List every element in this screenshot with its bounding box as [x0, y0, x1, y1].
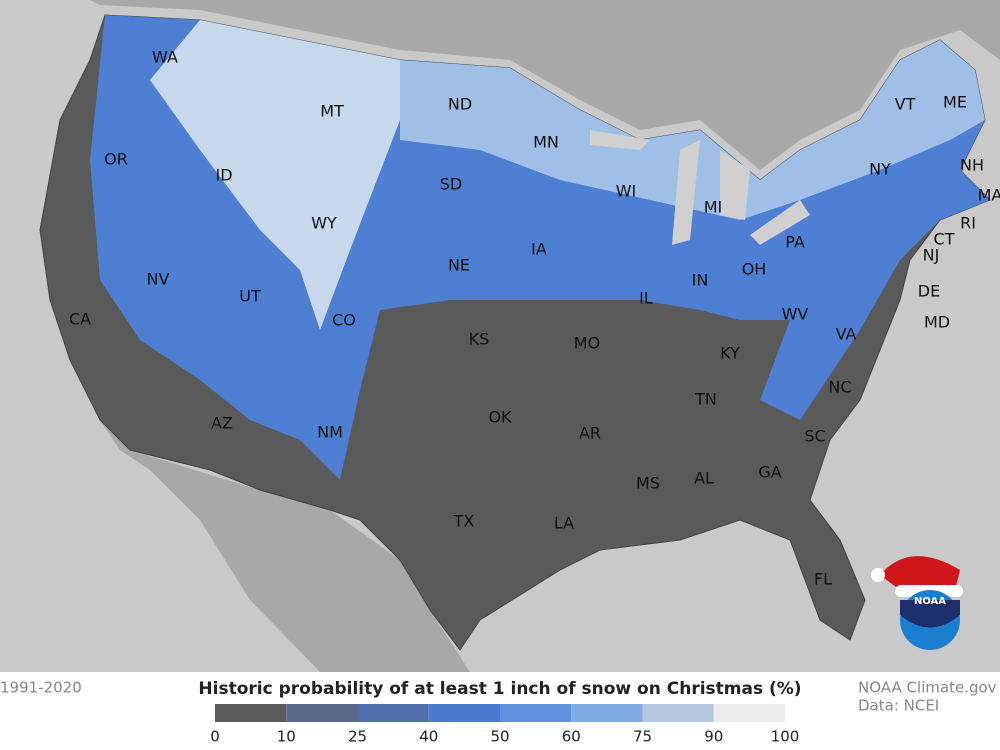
state-label: WV — [782, 305, 809, 324]
state-label: NE — [448, 256, 470, 275]
state-label: NV — [147, 270, 170, 289]
state-label: ID — [215, 166, 232, 185]
mexico — [100, 420, 470, 672]
state-label: MN — [533, 133, 559, 152]
snow-mountains — [150, 20, 400, 330]
state-label: VT — [895, 95, 916, 114]
state-label: SD — [440, 175, 462, 194]
state-labels: WA OR CA ID NV MT WY UT AZ CO NM ND SD NE KS OK TX MN IA MO… — [69, 48, 1000, 589]
state-label: NC — [828, 378, 851, 397]
state-label: IL — [639, 289, 653, 308]
state-label: WY — [311, 214, 337, 233]
legend-swatch — [713, 704, 785, 722]
state-label: CT — [934, 230, 955, 249]
state-label: ME — [943, 93, 967, 112]
state-label: NM — [317, 423, 343, 442]
credit-source: NOAA Climate.gov — [858, 679, 997, 697]
santa-hat — [880, 556, 960, 590]
state-label: CO — [332, 311, 356, 330]
state-label: LA — [554, 514, 574, 533]
state-label: TX — [453, 512, 475, 531]
state-label: NY — [869, 160, 891, 179]
credit-data: Data: NCEI — [858, 697, 939, 715]
legend-swatch — [500, 704, 572, 722]
legend-tick-label: 10 — [277, 728, 296, 746]
legend: 0 10 25 40 50 60 75 90 100 — [210, 704, 799, 746]
legend-swatch — [286, 704, 358, 722]
hat-pompom — [871, 568, 885, 582]
logo-top — [900, 600, 960, 628]
state-label: PA — [785, 233, 805, 252]
legend-tick-label: 25 — [348, 728, 367, 746]
state-label: AR — [579, 424, 601, 443]
state-label: AL — [694, 469, 714, 488]
state-label: WI — [616, 182, 637, 201]
legend-swatch — [357, 704, 429, 722]
state-label: OH — [742, 260, 767, 279]
state-label: MO — [574, 334, 600, 353]
canada — [90, 0, 1000, 170]
legend-tick-label: 100 — [771, 728, 800, 746]
legend-tick-label: 40 — [419, 728, 438, 746]
state-label: NJ — [923, 246, 940, 265]
state-label: UT — [239, 287, 261, 306]
state-label: RI — [960, 214, 976, 233]
legend-title: Historic probability of at least 1 inch … — [198, 679, 801, 699]
state-label: MA — [978, 186, 1000, 205]
state-label: WA — [152, 48, 178, 67]
legend-swatch — [642, 704, 714, 722]
state-label: MS — [636, 474, 660, 493]
state-label: IN — [692, 271, 709, 290]
state-label: KY — [720, 344, 740, 363]
legend-tick-label: 75 — [633, 728, 652, 746]
logo-text: NOAA — [914, 596, 946, 607]
state-label: AZ — [211, 414, 233, 433]
state-label: KS — [469, 330, 490, 349]
legend-swatch — [215, 704, 287, 722]
state-label: MT — [320, 102, 344, 121]
state-label: IA — [531, 240, 547, 259]
noaa-logo: NOAA — [871, 556, 963, 650]
state-label: CA — [69, 310, 91, 329]
state-label: GA — [758, 463, 781, 482]
legend-tick-label: 50 — [490, 728, 509, 746]
legend-swatch — [571, 704, 643, 722]
state-label: DE — [918, 282, 940, 301]
state-label: SC — [804, 427, 825, 446]
period: 1991-2020 — [0, 679, 82, 697]
state-label: OK — [488, 408, 512, 427]
state-label: ND — [448, 95, 472, 114]
legend-tick-label: 90 — [704, 728, 723, 746]
state-label: MI — [704, 198, 723, 217]
state-label: TN — [694, 390, 717, 409]
state-label: MD — [924, 313, 950, 332]
state-label: FL — [814, 570, 832, 589]
great-lakes — [590, 130, 810, 245]
state-label: NH — [960, 156, 984, 175]
state-label: OR — [104, 150, 128, 169]
state-label: VA — [836, 325, 857, 344]
legend-tick-label: 0 — [210, 728, 220, 746]
legend-swatch — [428, 704, 500, 722]
snow-high — [400, 40, 985, 220]
legend-tick-label: 60 — [562, 728, 581, 746]
